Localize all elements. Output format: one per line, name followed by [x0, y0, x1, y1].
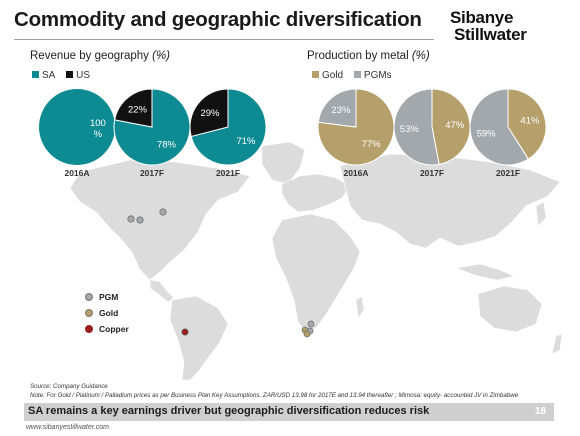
legend-swatch-pgms: [353, 71, 361, 78]
title-underline: [14, 39, 434, 40]
legend-swatch-us: [66, 71, 74, 78]
revenue-title-text: Revenue by geography: [30, 50, 149, 62]
pie-label-pgms-2017f: 53%: [400, 124, 420, 135]
indonesia-shape: [454, 263, 515, 281]
pie-label-sa-2021f: 71%: [236, 136, 256, 147]
production-title-unit: (%): [411, 50, 430, 62]
production-title-text: Production by metal: [307, 50, 409, 62]
madagascar-shape: [355, 295, 365, 319]
pie-slice-gold-2016a: [317, 88, 395, 166]
world-map: [69, 141, 563, 380]
map-legend-dot-gold: [85, 309, 93, 317]
page-number: 18: [534, 406, 546, 417]
company-logo: Sibanye Stillwater: [450, 8, 568, 48]
pie-label-gold-2016a: 77%: [362, 139, 382, 150]
legend-label-gold: Gold: [322, 70, 344, 81]
japan-shape: [535, 201, 547, 227]
pie-label-us-2021f: 29%: [200, 108, 220, 119]
pie-slice-pgms-2016a: [317, 88, 357, 128]
map-legend-label-gold: Gold: [99, 308, 119, 318]
pie-slice-pgms-2021f: [469, 88, 530, 166]
map-legend-dot-pgm: [85, 293, 93, 301]
pie-label-pgms-2021f: 59%: [477, 128, 497, 139]
pie-slice-sa-2016a: [39, 89, 115, 165]
key-message-text: SA remains a key earnings driver but geo…: [28, 405, 430, 417]
pie-label-sa-2016a: 100%: [90, 118, 106, 140]
pie-label-pgms-2016a: 23%: [331, 105, 351, 116]
revenue-section-title: Revenue by geography (%): [30, 50, 170, 62]
revenue-legend: SA US: [32, 70, 98, 81]
site-marker-pgm-us-1: [127, 215, 135, 223]
logo-line-1: Sibanye: [450, 8, 514, 27]
pie-category-label-production-by-metal-2016a: 2016A: [343, 168, 368, 178]
production-section-title: Production by metal (%): [307, 50, 430, 62]
pie-category-label-production-by-metal-2021f: 2021F: [496, 168, 520, 178]
site-marker-gold-sa-2: [303, 330, 311, 338]
site-marker-pgm-canada: [159, 208, 167, 216]
website-link[interactable]: www.sibanyestillwater.com: [26, 424, 109, 431]
africa-shape: [271, 213, 361, 335]
production-legend: Gold PGMs: [312, 70, 400, 81]
legend-swatch-gold: [312, 71, 319, 78]
legend-item-sa: SA: [32, 70, 55, 81]
pie-category-label-production-by-metal-2017f: 2017F: [420, 168, 444, 178]
legend-swatch-sa: [32, 71, 39, 78]
legend-item-us: US: [66, 70, 90, 81]
pie-category-label-revenue-by-geography-2017f: 2017F: [140, 168, 164, 178]
map-legend: PGM Gold Copper: [85, 291, 129, 339]
logo-line-2: Stillwater: [454, 25, 527, 44]
revenue-title-unit: (%): [152, 50, 171, 62]
pie-slice-sa-2021f: [190, 88, 267, 166]
pie-slice-us-2021f: [189, 88, 229, 138]
australia-shape: [477, 285, 543, 333]
legend-label-us: US: [76, 70, 91, 81]
site-marker-copper-argentina: [181, 328, 189, 336]
page-title: Commodity and geographic diversification: [14, 8, 422, 31]
map-legend-copper: Copper: [85, 323, 129, 339]
source-note: Source: Company Guidance: [30, 383, 108, 390]
map-legend-label-copper: Copper: [99, 324, 129, 334]
map-legend-label-pgm: PGM: [99, 292, 119, 302]
map-legend-pgm: PGM: [85, 291, 129, 307]
legend-item-gold: Gold: [312, 70, 343, 81]
pie-label-gold-2017f: 47%: [445, 120, 465, 131]
legend-label-sa: SA: [42, 70, 56, 81]
legend-item-pgms: PGMs: [353, 70, 392, 81]
map-legend-dot-copper: [85, 325, 93, 333]
greenland-shape: [261, 141, 306, 185]
pie-category-label-revenue-by-geography-2016a: 2016A: [64, 168, 89, 178]
legend-label-pgms: PGMs: [363, 70, 392, 81]
assumptions-note: Note: For Gold / Platinum / Palladium pr…: [30, 392, 519, 399]
south-america-shape: [169, 295, 229, 380]
pie-label-sa-2017f: 78%: [157, 140, 177, 151]
key-message-banner: SA remains a key earnings driver but geo…: [24, 403, 554, 421]
central-america-shape: [149, 279, 175, 303]
map-legend-gold: Gold: [85, 307, 129, 323]
pie-slice-pgms-2017f: [393, 88, 440, 166]
pie-label-us-2017f: 22%: [128, 104, 148, 115]
pie-charts: 100 % 2016A 78% 22% 2017F 71% 29% 2021F 77% 23% 201…: [39, 88, 547, 178]
pie-label-gold-2021f: 41%: [520, 116, 540, 127]
site-marker-pgm-us-2: [136, 216, 144, 224]
europe-shape: [281, 173, 351, 213]
site-marker-pgm-zimbabwe: [307, 320, 315, 328]
pie-category-label-revenue-by-geography-2021f: 2021F: [216, 168, 240, 178]
north-america-shape: [69, 159, 251, 281]
new-zealand-shape: [551, 333, 563, 355]
pie-slice-us-2017f: [114, 88, 153, 128]
